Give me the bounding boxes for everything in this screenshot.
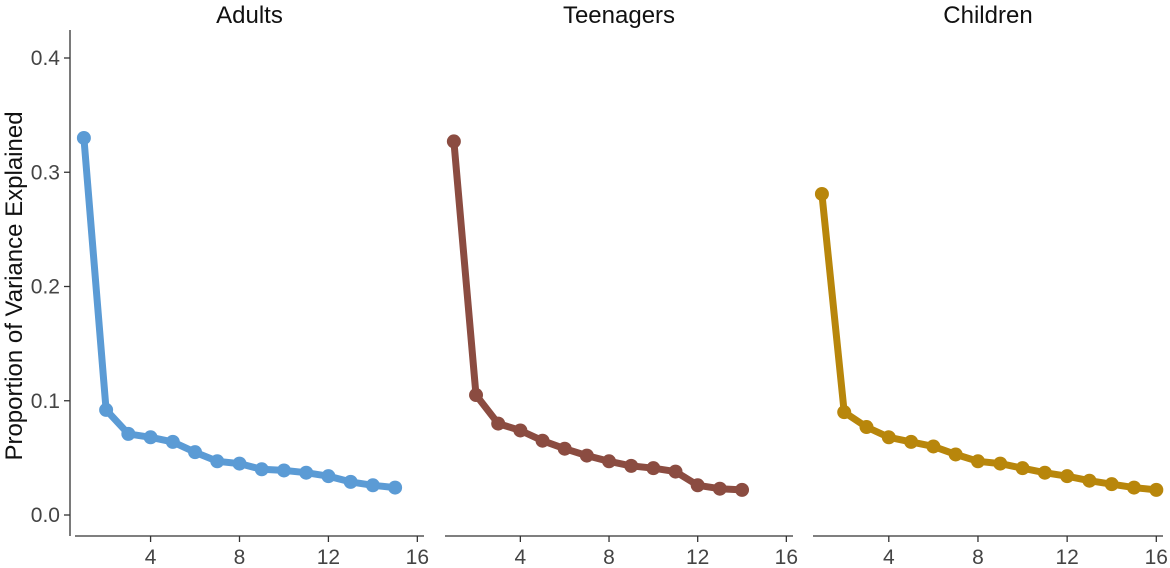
panel-1: Teenagers 4 8 12 16 [445, 2, 798, 568]
data-point [1060, 469, 1075, 484]
data-point [579, 448, 594, 463]
x-tick-label: 12 [686, 546, 709, 568]
data-point [926, 439, 941, 454]
data-point [624, 458, 639, 473]
data-point [993, 456, 1008, 471]
y-tick-label: 0.2 [31, 276, 60, 299]
data-point [904, 434, 919, 449]
x-tick-label: 8 [972, 546, 984, 568]
x-tick-label: 12 [317, 546, 340, 568]
data-point [99, 402, 114, 417]
data-point [668, 464, 683, 479]
data-point [1037, 465, 1052, 480]
panel-2: Children 4 8 12 16 [813, 2, 1168, 568]
data-point [690, 478, 705, 493]
data-point [165, 434, 180, 449]
series-line [818, 190, 1160, 494]
data-point [513, 423, 528, 438]
data-point [1149, 482, 1164, 497]
data-point [948, 447, 963, 462]
x-tick-label: 4 [883, 546, 895, 568]
data-point [254, 462, 269, 477]
x-tick-label: 4 [145, 546, 157, 568]
panel-title: Adults [216, 2, 283, 29]
x-tick-label: 16 [406, 546, 429, 568]
data-point [859, 420, 874, 435]
data-point [1082, 473, 1097, 488]
data-point [970, 454, 985, 469]
data-point [735, 482, 750, 497]
data-point [76, 130, 91, 145]
data-point [121, 426, 136, 441]
data-point [299, 465, 314, 480]
y-axis: 0.0 0.1 0.2 0.3 0.4 [31, 30, 71, 536]
data-point [343, 474, 358, 489]
data-point [602, 454, 617, 469]
panel-title: Children [943, 2, 1032, 29]
data-point [321, 469, 336, 484]
data-point [491, 416, 506, 431]
data-point [446, 134, 461, 149]
data-point [1104, 477, 1119, 492]
y-tick-label: 0.4 [31, 47, 61, 70]
panel-0: Adults 4 8 12 16 [75, 2, 429, 568]
chart-panels: Adults 4 8 12 16 Teenagers 4 8 12 16 Children 4 8 12 1… [75, 2, 1168, 568]
x-tick-label: 16 [1145, 546, 1168, 568]
x-tick-label: 12 [1055, 546, 1078, 568]
data-point [646, 461, 661, 476]
panel-title: Teenagers [563, 2, 675, 29]
x-tick-label: 16 [775, 546, 798, 568]
data-point [469, 388, 484, 403]
y-tick-label: 0.0 [31, 504, 60, 527]
y-tick-label: 0.3 [31, 161, 60, 184]
data-point [365, 478, 380, 493]
y-tick-label: 0.1 [31, 390, 60, 413]
data-point [837, 405, 852, 420]
data-point [276, 463, 291, 478]
x-tick-label: 8 [603, 546, 615, 568]
x-tick-label: 4 [515, 546, 527, 568]
data-point [232, 456, 247, 471]
data-point [1127, 480, 1142, 495]
data-point [535, 433, 550, 448]
data-point [388, 480, 403, 495]
data-point [557, 441, 572, 456]
data-point [1015, 461, 1030, 476]
data-point [210, 454, 225, 469]
series-line [450, 137, 746, 494]
data-point [814, 186, 829, 201]
x-tick-label: 8 [234, 546, 246, 568]
data-point [881, 430, 896, 445]
data-point [143, 430, 158, 445]
data-point [712, 481, 727, 496]
y-axis-label: Proportion of Variance Explained [1, 111, 28, 460]
data-point [188, 445, 203, 460]
